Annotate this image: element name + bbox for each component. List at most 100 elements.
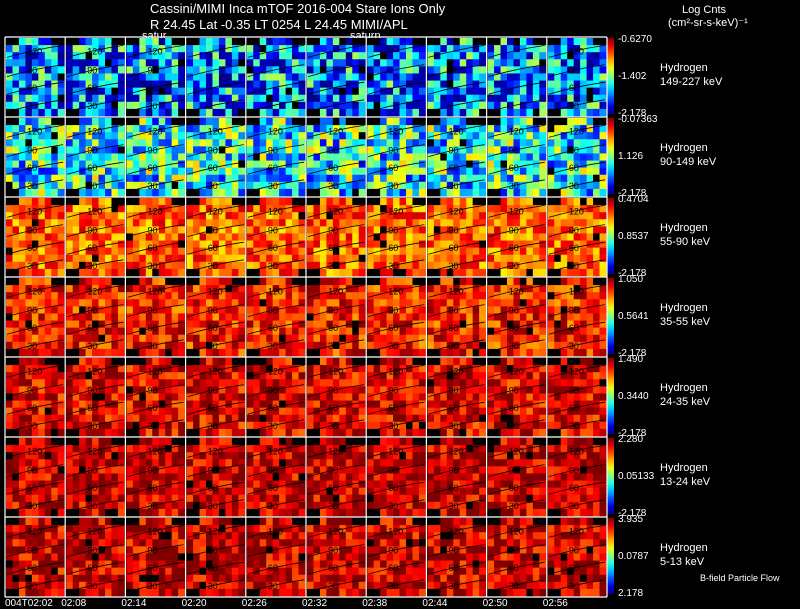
colorbar-tick-max: -0.07363 xyxy=(618,114,658,125)
contour-label: 120 xyxy=(328,446,343,456)
colorbar-tick-max: -0.6270 xyxy=(618,34,652,45)
contour-label: 90 xyxy=(208,466,218,476)
colorbar-title: Log Cnts (cm²-sr-s-keV)⁻¹ xyxy=(668,4,748,30)
contour-label: 60 xyxy=(509,563,519,573)
panel-5-6 xyxy=(367,438,426,517)
contour-label: 30 xyxy=(87,181,97,191)
species-label: Hydrogen xyxy=(660,542,708,554)
panel-4-1 xyxy=(66,358,125,437)
contour-label: 120 xyxy=(388,366,403,376)
contour-label: 90 xyxy=(27,386,37,396)
contour-label: 30 xyxy=(27,101,37,111)
panel-2-9 xyxy=(547,198,607,277)
contour-label: 60 xyxy=(87,243,97,253)
band-label: Hydrogen 90-149 keV xyxy=(660,141,716,169)
contour-label: 60 xyxy=(328,163,338,173)
contour-label: 120 xyxy=(268,286,283,296)
band-label: Hydrogen 24-35 keV xyxy=(660,381,710,409)
time-label: 02:56 xyxy=(542,598,568,609)
contour-label: 30 xyxy=(569,181,579,191)
panel-2-5 xyxy=(307,198,366,277)
contour-label: 60 xyxy=(148,403,158,413)
contour-label: 90 xyxy=(569,146,579,156)
contour-label: 120 xyxy=(449,126,464,136)
panel-2-0 xyxy=(6,198,65,277)
contour-label: 90 xyxy=(569,386,579,396)
contour-label: 90 xyxy=(388,546,398,556)
contour-label: 30 xyxy=(328,581,338,591)
contour-label: 120 xyxy=(148,46,163,56)
colorbar-tick-max: 2.280 xyxy=(618,434,644,445)
contour-label: 60 xyxy=(27,243,37,253)
panel-4-8 xyxy=(487,358,547,437)
contour-label: 30 xyxy=(208,581,218,591)
contour-label: 120 xyxy=(208,446,223,456)
contour-label: 90 xyxy=(328,386,338,396)
contour-label: 30 xyxy=(509,261,519,271)
panel-6-3 xyxy=(186,518,246,597)
contour-label: 60 xyxy=(208,163,218,173)
contour-label: 60 xyxy=(388,483,398,493)
contour-label: 90 xyxy=(449,306,459,316)
panel-0-2 xyxy=(126,38,185,117)
contour-label: 90 xyxy=(328,146,338,156)
contour-label: 120 xyxy=(148,526,163,536)
contour-label: 90 xyxy=(27,546,37,556)
contour-label: 60 xyxy=(449,563,459,573)
contour-label: 30 xyxy=(268,261,278,271)
contour-label: 120 xyxy=(87,526,102,536)
contour-label: 90 xyxy=(328,546,338,556)
panel-5-2 xyxy=(126,438,185,517)
contour-label: 30 xyxy=(388,581,398,591)
contour-label: 90 xyxy=(27,66,37,76)
contour-label: 60 xyxy=(388,163,398,173)
contour-label: 90 xyxy=(208,386,218,396)
time-label: 02:26 xyxy=(241,598,267,609)
band-label: Hydrogen 35-55 keV xyxy=(660,301,710,329)
colorbar-tick-max: 1.490 xyxy=(618,354,644,365)
colorbar-5 xyxy=(607,438,614,514)
contour-label: 90 xyxy=(208,226,218,236)
contour-label: 90 xyxy=(148,306,158,316)
panel-1-6 xyxy=(367,118,426,197)
panel-0-6 xyxy=(367,38,426,117)
contour-label: 60 xyxy=(388,323,398,333)
panel-3-2 xyxy=(126,278,185,357)
contour-label: 120 xyxy=(27,446,42,456)
contour-label: 30 xyxy=(569,581,579,591)
contour-label: 120 xyxy=(268,366,283,376)
colorbar-1 xyxy=(607,118,614,194)
panel-3-5 xyxy=(307,278,366,357)
contour-label: 90 xyxy=(27,306,37,316)
contour-label: 30 xyxy=(449,581,459,591)
contour-label: 30 xyxy=(87,581,97,591)
contour-label: 120 xyxy=(27,286,42,296)
contour-label: 30 xyxy=(449,181,459,191)
panel-1-7 xyxy=(427,118,486,197)
contour-label: 90 xyxy=(268,226,278,236)
colorbar-tick-mid: 0.5641 xyxy=(618,311,649,322)
contour-label: 90 xyxy=(388,226,398,236)
contour-label: 120 xyxy=(569,46,584,56)
panel-0-9 xyxy=(547,38,607,117)
panel-1-2 xyxy=(126,118,185,197)
contour-label: 120 xyxy=(87,446,102,456)
contour-label: 120 xyxy=(27,366,42,376)
contour-label: 30 xyxy=(569,261,579,271)
time-label: 02:20 xyxy=(181,598,207,609)
contour-label: 30 xyxy=(27,581,37,591)
contour-label: 30 xyxy=(268,181,278,191)
contour-label: 90 xyxy=(569,466,579,476)
contour-label: 60 xyxy=(388,563,398,573)
contour-label: 30 xyxy=(569,101,579,111)
chart-subtitle: R 24.45 Lat -0.35 LT 0254 L 24.45 MIMI/A… xyxy=(150,17,408,32)
panel-0-0 xyxy=(6,38,65,117)
contour-label: 60 xyxy=(388,243,398,253)
contour-label: 120 xyxy=(208,366,223,376)
contour-label: 120 xyxy=(509,446,524,456)
contour-label: 120 xyxy=(87,126,102,136)
contour-label: 30 xyxy=(87,501,97,511)
contour-label: 30 xyxy=(449,421,459,431)
contour-label: 90 xyxy=(569,66,579,76)
contour-label: 120 xyxy=(208,206,223,216)
